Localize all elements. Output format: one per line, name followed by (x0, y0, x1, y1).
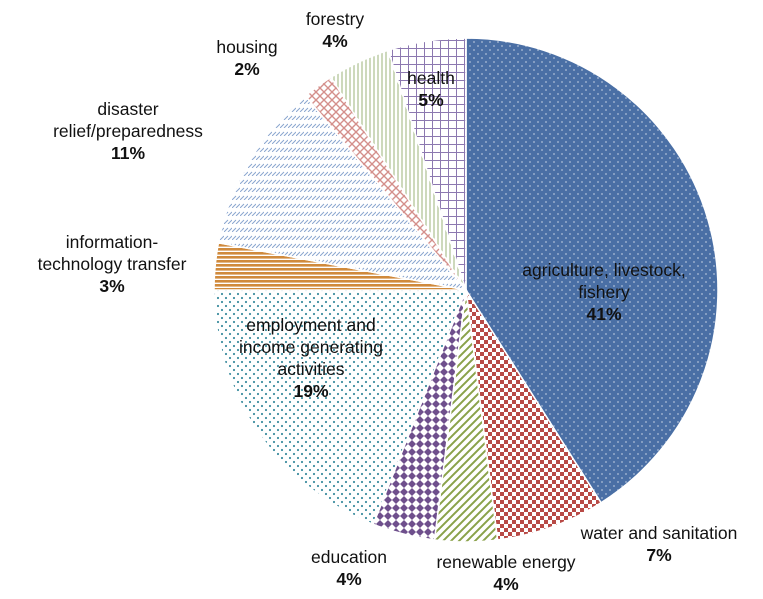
slice-label-text-house-0: housing (216, 37, 277, 57)
slice-label-pct-water: 7% (646, 545, 672, 565)
pie-slice-health (387, 37, 467, 291)
slice-label-text-water-0: water and sanitation (580, 523, 738, 543)
slice-label-text-forest-0: forestry (306, 9, 365, 29)
pie-slice-water (465, 289, 603, 541)
slice-label-pct-renew: 4% (493, 574, 519, 594)
slice-label-text-agri-0: agriculture, livestock, (522, 260, 685, 280)
pie-slice-employ (213, 289, 468, 526)
slice-label-text-edu-0: education (311, 547, 387, 567)
slice-label-text-agri-1: fishery (578, 282, 630, 302)
pie-slice-agri (465, 37, 719, 504)
slice-label-text-renew-0: renewable energy (436, 552, 575, 572)
slice-label-text-employ-0: employment and (246, 315, 375, 335)
slice-label-text-employ-1: income generating (239, 337, 383, 357)
slice-label-pct-info: 3% (99, 276, 125, 296)
slice-label-pct-house: 2% (234, 59, 260, 79)
slice-label-pct-employ: 19% (293, 381, 328, 401)
slice-label-pct-agri: 41% (586, 304, 621, 324)
slice-label-text-info-0: information- (66, 232, 159, 252)
slices-layer (213, 37, 719, 543)
slice-label-pct-disas: 11% (111, 143, 145, 163)
slice-label-text-employ-2: activities (277, 359, 344, 379)
slice-label-text-info-1: technology transfer (38, 254, 187, 274)
slice-label-pct-forest: 4% (322, 31, 348, 51)
slice-label-text-disas-0: disaster (97, 99, 158, 119)
pie-slice-disas (217, 94, 468, 292)
slice-label-text-disas-1: relief/preparedness (53, 121, 203, 141)
slice-label-pct-edu: 4% (336, 569, 362, 589)
slice-label-pct-health: 5% (418, 90, 444, 110)
slice-label-text-health-0: health (407, 68, 455, 88)
